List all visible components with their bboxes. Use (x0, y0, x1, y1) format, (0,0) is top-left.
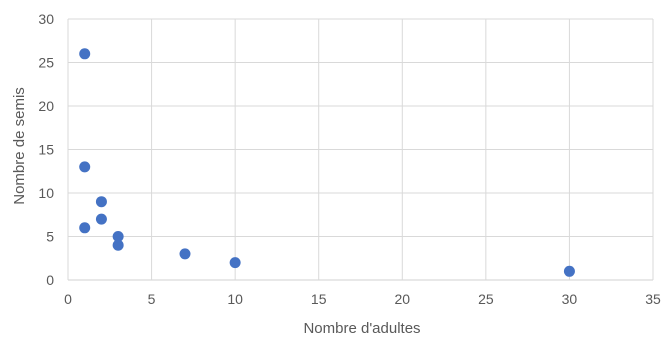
x-tick-label: 15 (311, 291, 327, 307)
x-tick-label: 25 (478, 291, 494, 307)
tick-labels: 0 5 10 15 20 25 30 0 5 10 15 20 25 30 35 (38, 11, 661, 307)
data-point (112, 231, 124, 242)
data-point (95, 196, 107, 208)
y-tick-label: 5 (46, 229, 54, 245)
data-point (179, 248, 191, 260)
y-tick-label: 0 (46, 272, 54, 288)
data-point (95, 213, 107, 225)
data-points (79, 48, 575, 277)
x-tick-label: 30 (562, 291, 578, 307)
data-point (229, 257, 241, 269)
y-tick-label: 15 (38, 142, 54, 158)
data-point (79, 222, 91, 234)
x-axis-title: Nombre d'adultes (303, 320, 420, 337)
x-tick-label: 10 (227, 291, 243, 307)
data-point (563, 265, 575, 277)
x-tick-label: 5 (148, 291, 156, 307)
x-tick-label: 35 (645, 291, 661, 307)
x-tick-label: 0 (64, 291, 72, 307)
y-tick-label: 25 (38, 55, 54, 71)
x-tick-label: 20 (394, 291, 410, 307)
y-axis-title: Nombre de semis (11, 87, 28, 205)
grid-lines (67, 18, 654, 281)
y-tick-label: 10 (38, 185, 54, 201)
y-tick-label: 30 (38, 11, 54, 27)
data-point (79, 161, 91, 173)
data-point (112, 239, 124, 251)
y-tick-label: 20 (38, 98, 54, 114)
data-point (79, 48, 91, 60)
